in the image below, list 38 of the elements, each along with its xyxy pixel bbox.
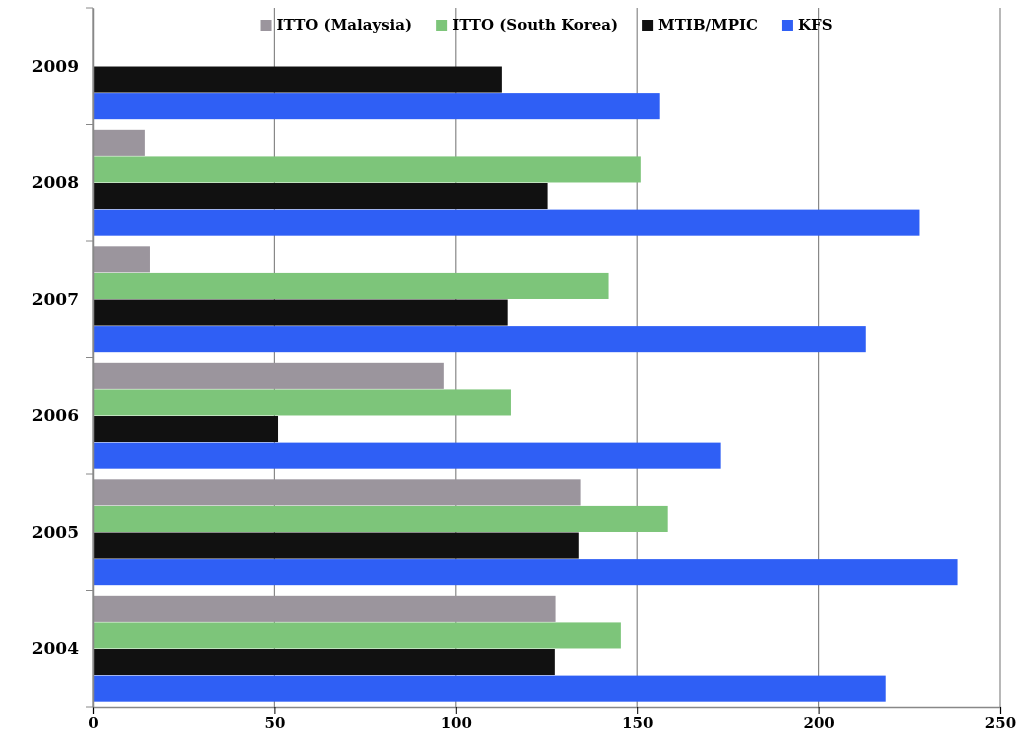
legend-label: ITTO (South Korea)	[452, 16, 619, 34]
x-tick-label: 0	[88, 713, 99, 732]
x-tick-label: 200	[803, 713, 835, 732]
bar	[93, 66, 502, 93]
y-tick-label: 2004	[31, 638, 80, 659]
x-tick-label: 100	[440, 713, 472, 732]
bar	[93, 246, 150, 273]
legend-label: MTIB/MPIC	[658, 16, 758, 34]
y-tick-label: 2006	[31, 405, 79, 426]
bar	[93, 272, 609, 299]
bar	[93, 442, 721, 469]
bar	[93, 622, 621, 649]
bar	[93, 362, 444, 389]
y-tick-label: 2008	[31, 172, 79, 193]
bar	[93, 209, 920, 236]
bar	[93, 532, 579, 559]
bar	[93, 156, 641, 183]
y-tick-label: 2009	[31, 55, 79, 76]
bar	[93, 389, 511, 416]
x-tick-label: 150	[622, 713, 654, 732]
x-tick-label: 50	[264, 713, 286, 732]
x-tick-label: 250	[984, 713, 1017, 732]
bar	[93, 129, 145, 156]
bar	[93, 183, 548, 210]
bar	[93, 326, 866, 353]
bar	[93, 595, 556, 622]
y-tick-label: 2007	[31, 288, 79, 309]
bar	[93, 505, 668, 532]
bar	[93, 416, 279, 443]
bar	[93, 299, 508, 326]
bar	[93, 93, 660, 120]
legend-label: ITTO (Malaysia)	[276, 16, 413, 34]
legend-label: KFS	[797, 16, 833, 34]
y-tick-label: 2005	[31, 521, 79, 542]
bar	[93, 479, 581, 506]
bar	[93, 559, 958, 586]
bar	[93, 675, 886, 702]
bar	[93, 649, 555, 676]
